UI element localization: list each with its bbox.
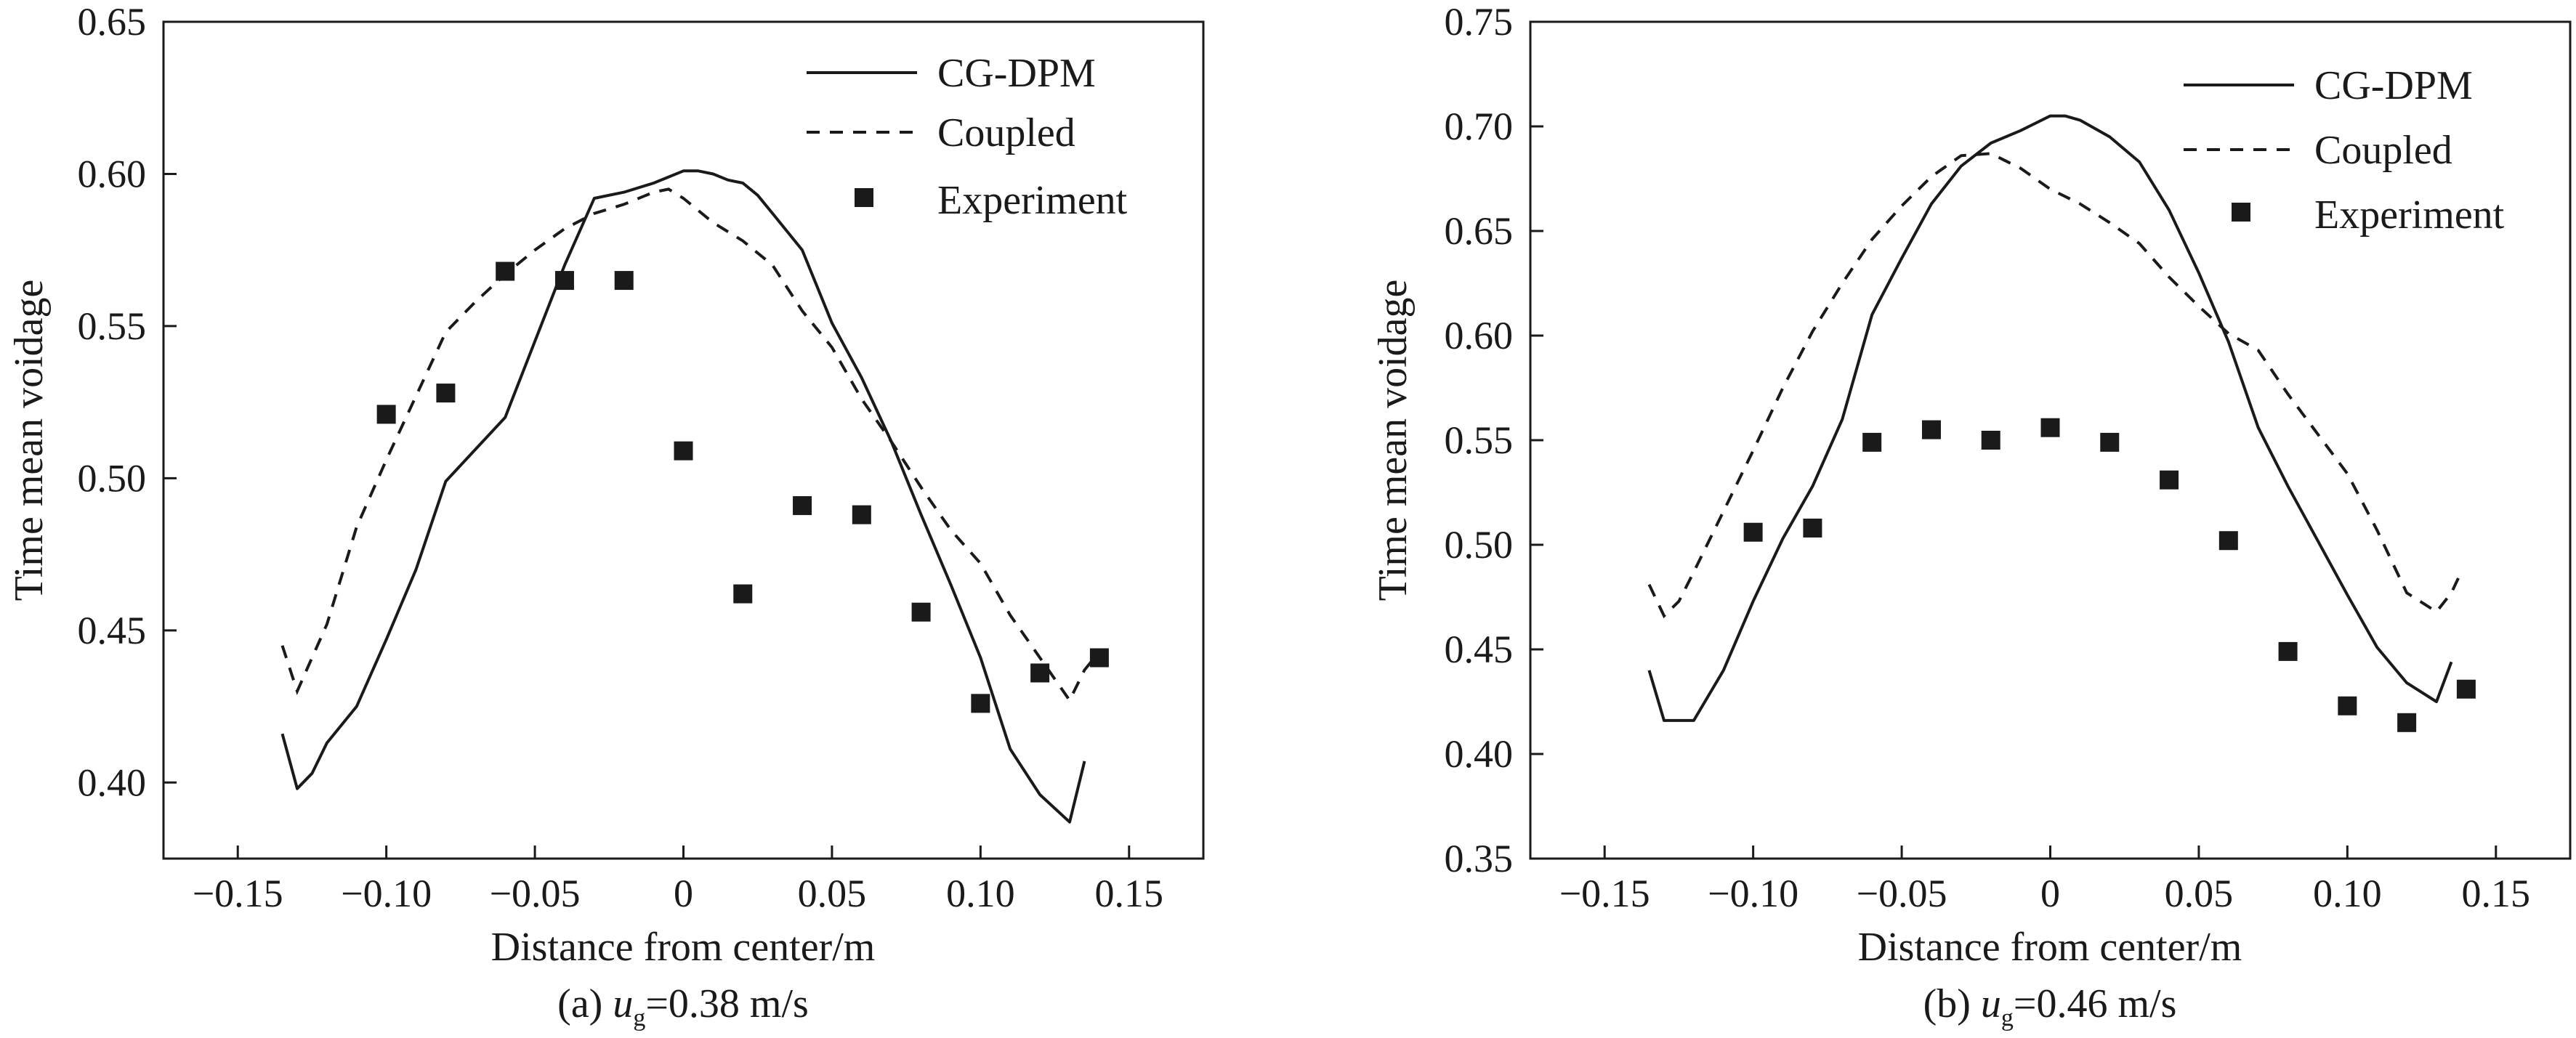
y-axis-label-a: Time mean voidage [7,280,52,601]
x-tick-label: −0.10 [1708,872,1798,915]
series-group-b [1647,114,2476,732]
x-tick-label: −0.15 [1559,872,1650,915]
data-point-experiment [2218,531,2238,551]
legend-marker-experiment [2232,203,2250,222]
x-tick-label: −0.15 [193,872,283,915]
data-point-experiment [2456,679,2476,699]
x-ticks-a: −0.15 −0.10 −0.05 0 0.05 0.10 0.15 [193,846,1163,915]
x-tick-label: 0.05 [2165,872,2234,915]
y-tick-label: 0.50 [1445,523,1514,567]
legend-label-cg-dpm: CG-DPM [2314,63,2473,108]
x-tick-label: −0.05 [490,872,581,915]
data-point-experiment [852,505,871,524]
legend-marker-experiment [855,188,873,207]
data-point-experiment [2338,696,2357,715]
y-tick-label: 0.40 [1445,732,1514,776]
caption-a: (a) ug=0.38 m/s [557,981,809,1031]
x-tick-label: 0 [2040,872,2060,915]
x-tick-label: 0.10 [2313,872,2382,915]
x-tick-label: 0.15 [2462,872,2531,915]
y-axis-label-b: Time mean voidage [1370,280,1416,601]
chart-panel-b: −0.15 −0.10 −0.05 0 0.05 0.10 0.15 0.35 0.40 0.4… [1370,0,2572,1031]
legend-b: CG-DPM Coupled Experiment [2184,63,2505,238]
legend-label-experiment: Experiment [937,178,1128,223]
y-tick-label: 0.55 [1445,418,1514,462]
legend-label-experiment: Experiment [2314,192,2505,238]
x-tick-label: −0.05 [1857,872,1947,915]
data-point-experiment [2040,418,2060,437]
x-axis-label-b: Distance from center/m [1858,925,2242,970]
data-point-experiment [2397,713,2417,732]
y-ticks-a: 0.40 0.45 0.50 0.55 0.60 0.65 [78,0,177,804]
x-axis-label-a: Distance from center/m [491,925,876,970]
data-point-experiment [911,602,931,622]
y-tick-label: 0.45 [78,609,147,652]
y-tick-label: 0.60 [1445,314,1514,357]
series-line-cg-dpm [1647,114,2453,722]
series-group-a [280,169,1109,824]
data-point-experiment [554,271,574,291]
data-point-experiment [614,271,634,291]
y-ticks-b: 0.35 0.40 0.45 0.50 0.55 0.60 0.65 0.70 0.75 [1445,0,1543,880]
legend-label-cg-dpm: CG-DPM [937,51,1096,96]
data-point-experiment [1030,663,1050,683]
y-tick-label: 0.65 [1445,209,1514,253]
data-point-experiment [1862,432,1882,452]
data-point-experiment [733,584,753,604]
data-point-experiment [376,405,396,424]
x-tick-label: 0.15 [1095,872,1164,915]
data-point-experiment [1803,518,1822,538]
series-line-cg-dpm [280,169,1086,824]
legend-label-coupled: Coupled [937,110,1075,155]
x-tick-label: 0 [674,872,693,915]
data-point-experiment [2160,470,2179,490]
series-line-coupled [280,187,1101,704]
y-tick-label: 0.60 [78,152,147,195]
data-point-experiment [1981,431,2000,450]
x-tick-label: 0.10 [946,872,1015,915]
x-tick-label: −0.10 [341,872,432,915]
legend-label-coupled: Coupled [2314,128,2452,173]
data-point-experiment [1743,522,1763,542]
caption-b: (b) ug=0.46 m/s [1923,981,2177,1031]
y-tick-label: 0.65 [78,0,147,44]
y-tick-label: 0.45 [1445,628,1514,671]
data-point-experiment [436,384,456,403]
data-point-experiment [793,496,812,516]
x-tick-label: 0.05 [798,872,867,915]
y-tick-label: 0.35 [1445,837,1514,880]
data-point-experiment [971,694,990,713]
y-tick-label: 0.40 [78,761,147,804]
data-point-experiment [496,261,515,281]
data-point-experiment [2278,641,2298,661]
data-point-experiment [1089,648,1109,668]
y-tick-label: 0.70 [1445,105,1514,148]
data-point-experiment [674,441,693,461]
x-ticks-b: −0.15 −0.10 −0.05 0 0.05 0.10 0.15 [1559,846,2530,915]
y-tick-label: 0.55 [78,304,147,348]
legend-a: CG-DPM Coupled Experiment [807,51,1128,223]
data-point-experiment [2100,432,2120,452]
data-point-experiment [1921,420,1941,439]
chart-panel-a: −0.15 −0.10 −0.05 0 0.05 0.10 0.15 0.40 0.45 0.5… [7,0,1205,1031]
y-tick-label: 0.75 [1445,0,1514,44]
y-tick-label: 0.50 [78,456,147,500]
